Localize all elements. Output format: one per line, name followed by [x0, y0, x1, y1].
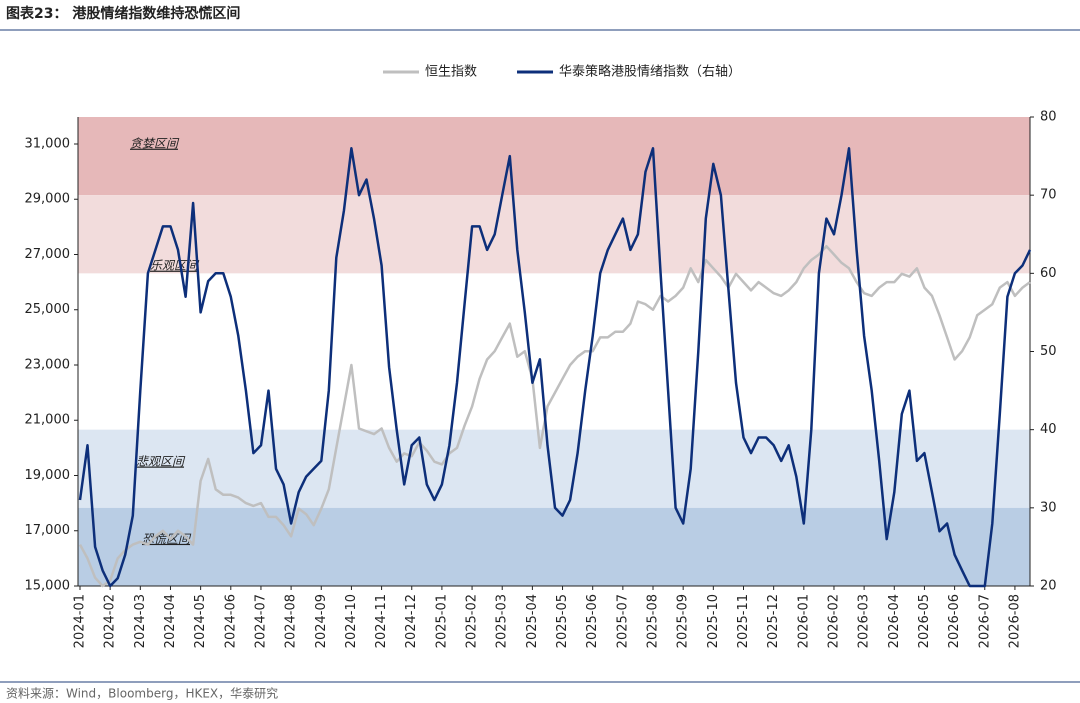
x-tick-label: 2024-04: [163, 594, 178, 648]
x-tick-label: 2025-05: [555, 594, 570, 648]
y-tick-label: 17,000: [25, 523, 71, 538]
zone: [78, 195, 1030, 274]
source: 资料来源：Wind，Bloomberg，HKEX，华泰研究: [6, 686, 278, 701]
y2-tick-label: 50: [1040, 344, 1057, 359]
x-tick-label: 2025-11: [736, 594, 751, 648]
x-tick-label: 2026-03: [857, 594, 872, 648]
zone-label: 贪婪区间: [130, 137, 180, 151]
chart-title: 图表23： 港股情绪指数维持恐慌区间: [6, 5, 240, 22]
x-tick-label: 2025-03: [495, 594, 510, 648]
y-tick-label: 23,000: [25, 357, 71, 372]
y-tick-label: 27,000: [25, 247, 71, 262]
x-tick-label: 2024-12: [404, 594, 419, 648]
legend-label: 恒生指数: [425, 65, 477, 80]
y-tick-label: 31,000: [25, 136, 71, 151]
zone-label: 悲观区间: [136, 455, 186, 469]
x-tick-label: 2026-08: [1007, 594, 1022, 648]
zone: [78, 507, 1030, 586]
x-tick-label: 2025-04: [525, 594, 540, 648]
x-tick-label: 2025-08: [646, 594, 661, 648]
x-tick-label: 2025-01: [434, 594, 449, 648]
series-line: [78, 244, 1031, 588]
x-tick-label: 2024-05: [193, 594, 208, 648]
x-tick-label: 2024-03: [133, 594, 148, 648]
x-tick-label: 2025-07: [615, 594, 630, 648]
x-tick-label: 2024-10: [344, 594, 359, 648]
y-tick-label: 25,000: [25, 302, 71, 317]
y-tick-label: 21,000: [25, 413, 71, 428]
y2-tick-label: 70: [1040, 188, 1057, 203]
y2-tick-label: 60: [1040, 266, 1057, 281]
x-tick-label: 2026-01: [796, 594, 811, 648]
x-tick-label: 2026-04: [887, 594, 902, 648]
x-tick-label: 2025-10: [706, 594, 721, 648]
x-tick-label: 2024-08: [284, 594, 299, 648]
x-tick-label: 2024-09: [314, 594, 329, 648]
x-tick-label: 2026-06: [947, 594, 962, 648]
y2-tick-label: 80: [1040, 110, 1057, 125]
y-tick-label: 19,000: [25, 468, 71, 483]
zone-label: 恐慌区间: [142, 532, 192, 546]
x-tick-label: 2025-12: [766, 594, 781, 648]
x-tick-label: 2024-02: [103, 594, 118, 648]
x-tick-label: 2025-06: [585, 594, 600, 648]
x-tick-label: 2024-06: [223, 594, 238, 648]
x-tick-label: 2026-05: [917, 594, 932, 648]
x-tick-label: 2025-02: [465, 594, 480, 648]
x-tick-label: 2024-01: [73, 594, 88, 648]
y2-tick-label: 40: [1040, 422, 1057, 437]
y-tick-label: 29,000: [25, 192, 71, 207]
x-tick-label: 2024-11: [374, 594, 389, 648]
x-tick-label: 2026-02: [826, 594, 841, 648]
legend-label: 华泰策略港股情绪指数（右轴）: [559, 64, 741, 80]
series-line: [78, 147, 1032, 588]
y-tick-label: 15,000: [25, 579, 71, 594]
x-tick-label: 2025-09: [676, 594, 691, 648]
zone-label: 乐观区间: [150, 259, 200, 273]
x-tick-label: 2026-07: [977, 594, 992, 648]
y2-tick-label: 30: [1040, 500, 1057, 515]
zone: [78, 117, 1030, 196]
x-tick-label: 2024-07: [253, 594, 268, 648]
y2-tick-label: 20: [1040, 579, 1057, 594]
